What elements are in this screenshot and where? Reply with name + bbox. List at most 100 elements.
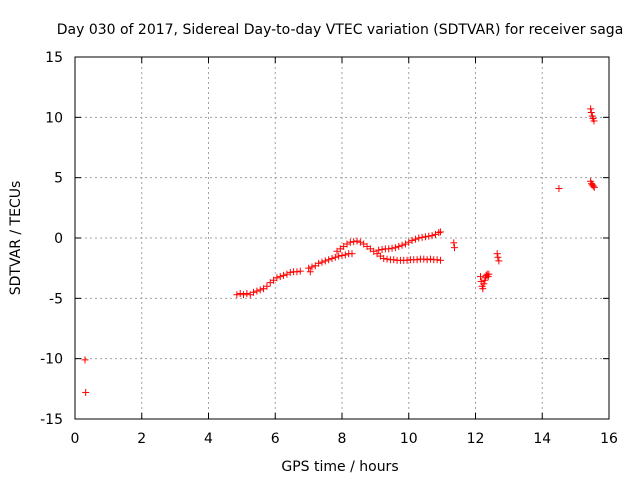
data-point [431, 230, 439, 238]
data-point [380, 255, 388, 263]
data-point [479, 285, 487, 293]
data-point [423, 256, 431, 264]
data-point [421, 233, 429, 241]
data-point [321, 257, 329, 265]
data-point [348, 250, 356, 258]
data-point [395, 242, 403, 250]
data-point [343, 240, 351, 248]
data-point [405, 238, 413, 246]
x-tick-label: 12 [467, 431, 485, 447]
data-point [263, 282, 271, 290]
data-point [590, 183, 598, 191]
data-point [375, 246, 383, 254]
data-point [425, 232, 433, 240]
data-point [256, 286, 264, 294]
data-point [436, 256, 444, 264]
data-point [408, 236, 416, 244]
data-point [493, 250, 501, 258]
data-point [495, 257, 503, 265]
grid-lines [75, 57, 609, 419]
y-axis-label: SDTVAR / TECUs [8, 181, 24, 296]
data-point [388, 244, 396, 252]
data-point [305, 264, 313, 272]
data-point [383, 255, 391, 263]
y-tick-label: 15 [45, 50, 63, 66]
y-tick-label: 10 [45, 110, 63, 126]
data-point [286, 268, 294, 276]
x-tick-label: 10 [400, 431, 418, 447]
data-point [346, 238, 354, 246]
x-tick-label: 16 [600, 431, 618, 447]
data-point [485, 270, 493, 278]
data-point [293, 268, 301, 276]
axis-ticks: 0 2 4 6 8 10 12 14 16 -15 -10 -5 0 5 10 15 [40, 50, 618, 447]
data-point [325, 256, 333, 264]
data-point [253, 287, 261, 295]
data-point [587, 105, 595, 113]
y-tick-label: 5 [54, 171, 63, 187]
data-point [341, 251, 349, 259]
data-point [436, 228, 444, 236]
data-point [555, 185, 563, 193]
data-point [428, 232, 436, 240]
chart-title: Day 030 of 2017, Sidereal Day-to-day VTE… [57, 22, 624, 38]
data-point [398, 241, 406, 249]
y-tick-label: -15 [40, 412, 63, 428]
x-tick-label: 8 [338, 431, 347, 447]
data-point [306, 268, 314, 276]
data-point [338, 251, 346, 259]
data-point [81, 356, 89, 364]
y-tick-label: -5 [49, 291, 63, 307]
data-point [335, 252, 343, 260]
data-point [403, 256, 411, 264]
x-tick-label: 2 [137, 431, 146, 447]
data-point [243, 290, 251, 298]
x-tick-label: 6 [271, 431, 280, 447]
y-tick-label: -10 [40, 352, 63, 368]
data-point [353, 237, 361, 245]
data-point [480, 280, 488, 288]
data-point [328, 255, 336, 263]
data-point [450, 244, 458, 252]
data-points [81, 105, 598, 396]
data-point [378, 245, 386, 253]
data-point [233, 291, 241, 299]
x-axis-label: GPS time / hours [281, 459, 398, 475]
data-point [276, 273, 284, 281]
x-tick-label: 0 [71, 431, 80, 447]
data-point [391, 244, 399, 252]
data-point [308, 263, 316, 271]
data-point [283, 270, 291, 278]
data-point [589, 182, 597, 190]
data-point [250, 288, 258, 296]
data-point [315, 259, 323, 267]
data-point [356, 238, 364, 246]
data-point [350, 238, 358, 246]
data-point [433, 256, 441, 264]
y-tick-label: 0 [54, 231, 63, 247]
data-point [450, 239, 458, 247]
data-point [331, 253, 339, 261]
data-point [411, 235, 419, 243]
plot-frame [74, 56, 610, 420]
data-point [413, 256, 421, 264]
data-point [426, 255, 434, 263]
data-point [401, 240, 409, 248]
data-point [385, 245, 393, 253]
x-tick-label: 14 [533, 431, 551, 447]
data-point [415, 234, 423, 242]
data-point [418, 233, 426, 241]
data-point [435, 229, 443, 237]
data-point [318, 258, 326, 266]
data-point [494, 253, 502, 261]
data-point [280, 271, 288, 279]
data-point [240, 291, 248, 299]
data-point [390, 256, 398, 264]
data-point [420, 255, 428, 263]
data-point [273, 274, 281, 282]
data-point [590, 117, 598, 125]
data-point [82, 388, 90, 396]
data-point [236, 290, 244, 298]
data-point [587, 109, 595, 117]
